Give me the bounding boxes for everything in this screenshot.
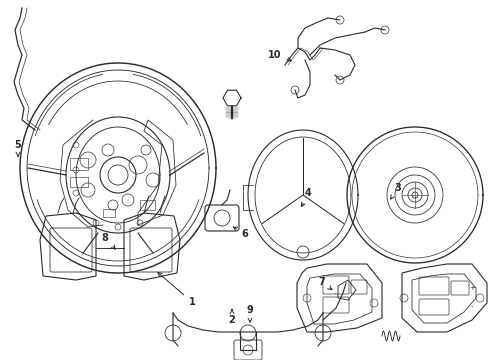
Text: 9: 9 bbox=[246, 305, 253, 322]
Text: 3: 3 bbox=[390, 183, 401, 199]
Text: 1: 1 bbox=[158, 273, 195, 307]
Text: -: - bbox=[470, 303, 472, 309]
Text: 4: 4 bbox=[301, 188, 311, 207]
Text: 8: 8 bbox=[102, 233, 115, 249]
Text: 10: 10 bbox=[268, 50, 291, 61]
Text: 6: 6 bbox=[233, 227, 248, 239]
Text: +: + bbox=[468, 285, 474, 291]
Text: 7: 7 bbox=[318, 277, 331, 290]
Text: 5: 5 bbox=[15, 140, 21, 156]
Text: 2: 2 bbox=[228, 309, 235, 325]
